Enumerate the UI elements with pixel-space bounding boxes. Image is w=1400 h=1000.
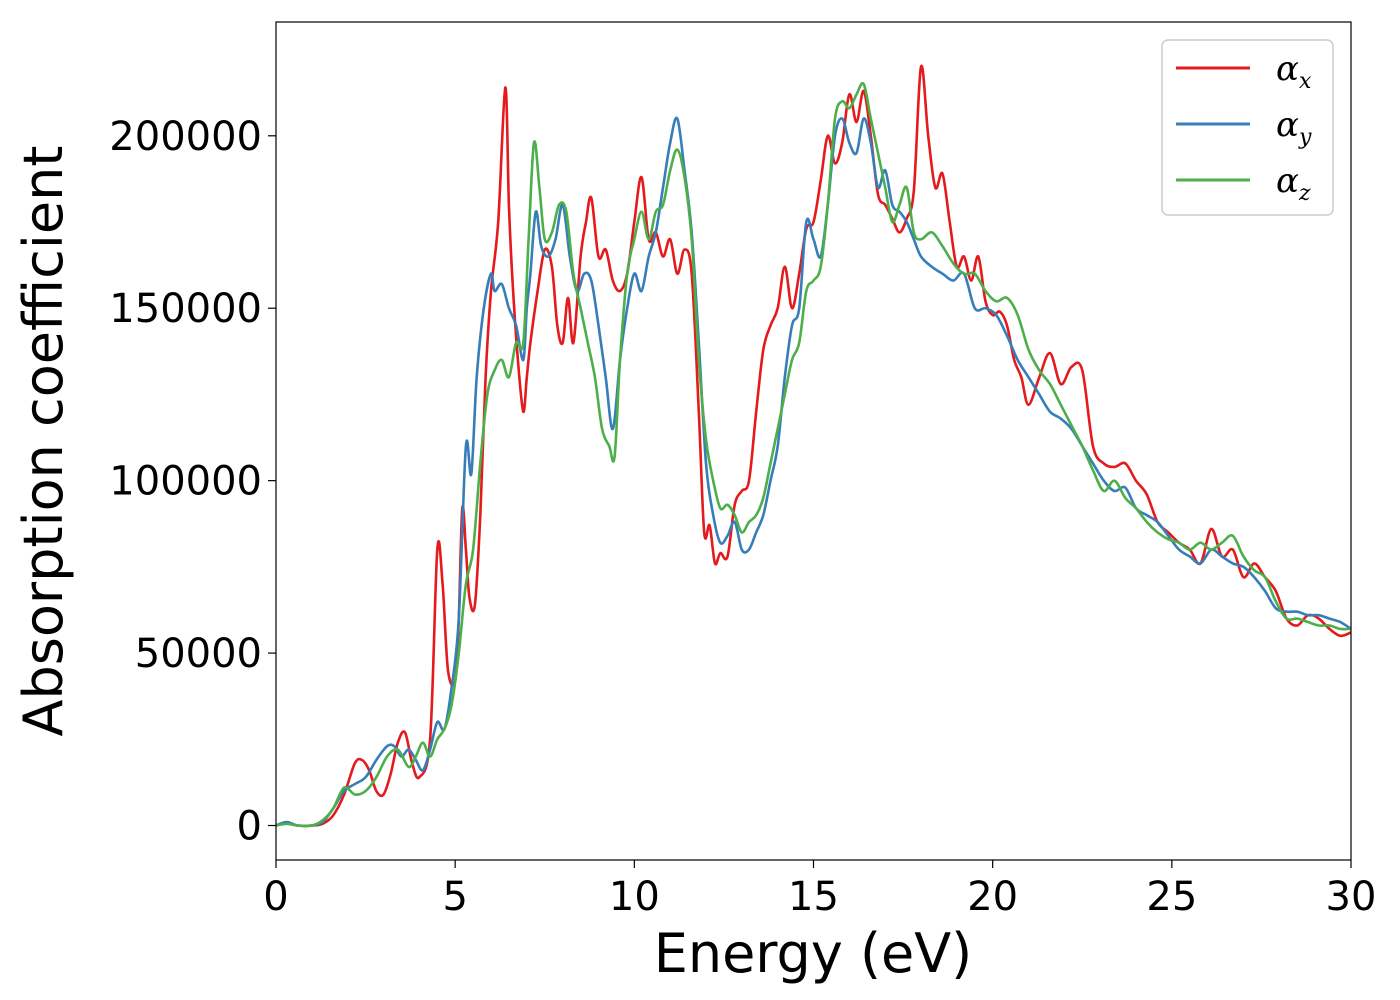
x-axis-title: Energy (eV) — [654, 922, 973, 985]
y-axis-title: Absorption coefficient — [12, 146, 75, 737]
x-tick-label: 5 — [442, 874, 467, 920]
x-tick-label: 15 — [788, 874, 839, 920]
x-tick-label: 25 — [1146, 874, 1197, 920]
y-tick-label: 150000 — [109, 286, 262, 332]
y-tick-label: 100000 — [109, 459, 262, 505]
y-tick-label: 0 — [237, 804, 262, 850]
x-tick-label: 20 — [967, 874, 1018, 920]
y-tick-label: 200000 — [109, 114, 262, 160]
x-tick-label: 30 — [1326, 874, 1377, 920]
ticks-layer: 0 5 10 15 20 25 30 0 50000 100000 150000 200000 — [109, 114, 1376, 920]
x-tick-label: 0 — [263, 874, 288, 920]
legend-label-y: αy — [1276, 105, 1312, 150]
legend: αx αy αz — [1161, 39, 1334, 216]
series-layer — [275, 64, 1352, 828]
plot-frame — [275, 21, 1352, 861]
legend-label-z: αz — [1276, 161, 1311, 206]
legend-box — [1161, 39, 1334, 216]
y-tick-label: 50000 — [135, 631, 262, 677]
x-tick-label: 10 — [609, 874, 660, 920]
legend-label-x: αx — [1276, 49, 1312, 94]
series-line-alpha-z — [275, 81, 1352, 828]
